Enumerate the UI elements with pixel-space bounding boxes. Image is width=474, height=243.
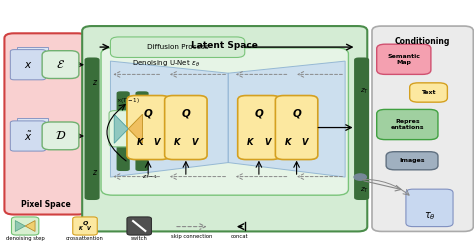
Text: V: V [264, 138, 271, 147]
FancyBboxPatch shape [237, 95, 280, 160]
FancyBboxPatch shape [275, 95, 318, 160]
Text: Images: Images [399, 158, 425, 163]
FancyBboxPatch shape [372, 26, 474, 231]
Text: $\tilde{x}$: $\tilde{x}$ [24, 130, 32, 142]
Text: Text: Text [421, 90, 436, 95]
FancyBboxPatch shape [377, 44, 431, 74]
Text: z: z [92, 168, 96, 177]
Polygon shape [228, 61, 345, 177]
FancyBboxPatch shape [73, 217, 97, 235]
Polygon shape [114, 114, 128, 143]
Text: Semantic
Map: Semantic Map [387, 54, 420, 65]
Text: Pixel Space: Pixel Space [21, 200, 71, 209]
Text: Latent Space: Latent Space [191, 41, 258, 50]
Text: K: K [79, 226, 83, 231]
Text: V: V [302, 138, 308, 147]
Text: Diffusion Process: Diffusion Process [147, 44, 209, 50]
Text: Q: Q [144, 108, 153, 118]
Text: K: K [174, 138, 181, 147]
FancyBboxPatch shape [10, 50, 46, 80]
Text: $z_T$: $z_T$ [360, 186, 369, 195]
Text: skip connection: skip connection [171, 234, 212, 239]
Polygon shape [25, 221, 35, 231]
Text: switch: switch [131, 236, 147, 241]
Text: crossattention: crossattention [66, 236, 104, 241]
Text: Conditioning: Conditioning [395, 37, 450, 46]
Text: concat: concat [231, 234, 249, 239]
FancyBboxPatch shape [42, 122, 79, 150]
Text: Denoising U-Net $\epsilon_\theta$: Denoising U-Net $\epsilon_\theta$ [132, 59, 200, 69]
FancyBboxPatch shape [10, 121, 46, 151]
FancyBboxPatch shape [4, 33, 87, 215]
Polygon shape [128, 114, 143, 143]
Text: K: K [285, 138, 292, 147]
FancyBboxPatch shape [127, 95, 169, 160]
Text: $\mathcal{E}$: $\mathcal{E}$ [56, 58, 65, 71]
Text: Q: Q [292, 108, 301, 118]
Polygon shape [15, 221, 25, 231]
FancyBboxPatch shape [164, 95, 207, 160]
FancyBboxPatch shape [110, 37, 245, 58]
Text: Q: Q [255, 108, 264, 118]
Text: V: V [191, 138, 198, 147]
Text: Q: Q [82, 221, 88, 226]
Circle shape [354, 174, 366, 180]
FancyBboxPatch shape [11, 217, 39, 235]
FancyBboxPatch shape [136, 91, 149, 171]
Polygon shape [110, 61, 228, 177]
FancyBboxPatch shape [82, 26, 367, 231]
FancyBboxPatch shape [406, 189, 453, 227]
FancyBboxPatch shape [354, 58, 369, 200]
Text: K: K [137, 138, 143, 147]
FancyBboxPatch shape [109, 111, 148, 147]
Text: $\mathcal{D}$: $\mathcal{D}$ [55, 130, 66, 142]
Text: $\tau_\theta$: $\tau_\theta$ [424, 210, 436, 222]
Text: K: K [247, 138, 254, 147]
Text: Repres
entations: Repres entations [391, 119, 424, 130]
Text: V: V [87, 226, 91, 231]
FancyBboxPatch shape [410, 83, 447, 102]
Polygon shape [18, 47, 48, 75]
FancyBboxPatch shape [386, 152, 438, 170]
FancyBboxPatch shape [101, 48, 348, 195]
Text: $x$: $x$ [24, 60, 32, 70]
Polygon shape [18, 119, 48, 146]
FancyBboxPatch shape [377, 109, 438, 140]
FancyBboxPatch shape [117, 91, 130, 171]
FancyBboxPatch shape [127, 217, 152, 235]
Text: $\times(T-1)$: $\times(T-1)$ [116, 95, 140, 104]
Text: z: z [92, 78, 96, 87]
FancyBboxPatch shape [84, 58, 100, 200]
FancyBboxPatch shape [42, 51, 79, 78]
Text: Q: Q [182, 108, 190, 118]
Text: denoising step: denoising step [6, 236, 45, 241]
Text: $z_T$: $z_T$ [360, 87, 369, 96]
Text: V: V [154, 138, 160, 147]
Text: $z_{T-1}$: $z_{T-1}$ [142, 173, 158, 181]
